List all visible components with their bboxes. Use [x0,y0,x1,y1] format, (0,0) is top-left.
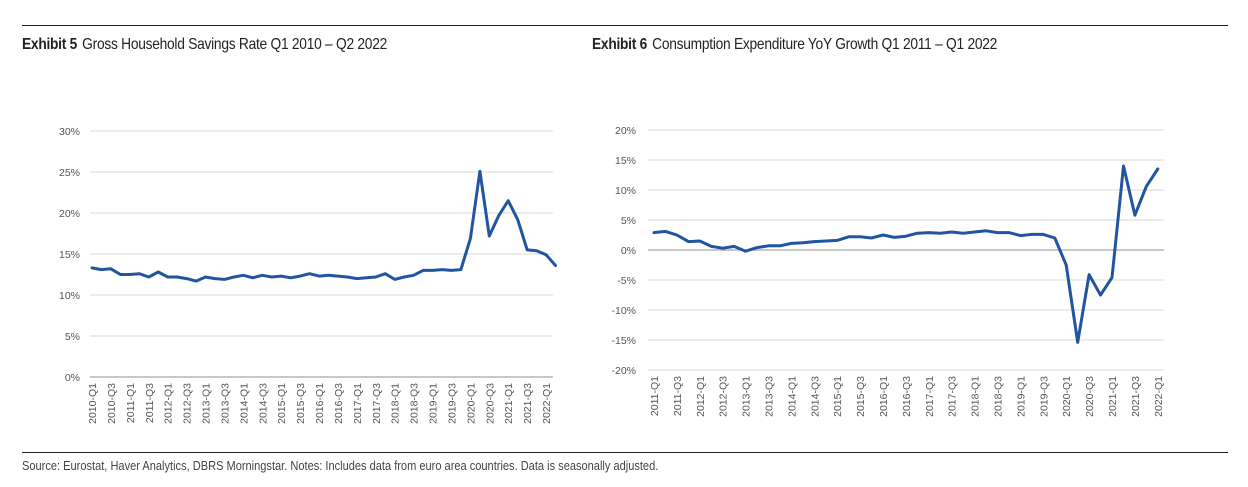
savings-x-tick-label: 2017-Q1 [352,383,364,424]
consumption-x-tick-label: 2021-Q3 [1130,376,1142,417]
consumption-series-line [652,164,1160,344]
consumption-x-tick-label: 2017-Q1 [924,376,936,417]
consumption-y-tick-label: -5% [617,275,636,287]
consumption-x-tick-label: 2014-Q3 [809,376,821,417]
consumption-x-tick-label: 2014-Q1 [786,376,798,417]
savings-x-tick-label: 2013-Q3 [219,383,231,424]
savings-y-tick-label: 20% [59,208,80,220]
consumption-x-tick-label: 2012-Q3 [718,376,730,417]
savings-x-tick-label: 2014-Q1 [238,383,250,424]
savings-x-tick-label: 2015-Q3 [295,383,307,424]
consumption-x-tick-label: 2019-Q3 [1038,376,1050,417]
savings-x-tick-label: 2020-Q1 [465,383,477,424]
savings-x-tick-label: 2015-Q1 [276,383,288,424]
consumption-x-tick-label: 2021-Q1 [1107,376,1119,417]
savings-x-tick-label: 2021-Q3 [522,383,534,424]
consumption-y-tick-label: 10% [615,185,636,197]
savings-x-tick-label: 2020-Q3 [484,383,496,424]
consumption-x-tick-label: 2017-Q3 [947,376,959,417]
savings-x-tick-label: 2012-Q1 [163,383,175,424]
consumption-y-tick-label: -20% [611,365,636,377]
exhibit6-title: Exhibit 6 Consumption Expenditure YoY Gro… [592,36,997,54]
savings-x-tick-label: 2011-Q3 [144,383,156,423]
consumption-x-tick-label: 2016-Q3 [901,376,913,417]
savings-y-tick-label: 10% [59,290,80,302]
consumption-x-tick-label: 2022-Q1 [1153,376,1165,417]
consumption-x-tick-label: 2015-Q1 [832,376,844,417]
consumption-y-tick-label: 20% [615,125,636,137]
consumption-y-tick-label: -15% [611,335,636,347]
savings-x-tick-label: 2011-Q1 [125,383,137,423]
consumption-x-tick-label: 2012-Q1 [695,376,707,417]
savings-x-tick-label: 2010-Q3 [106,383,118,424]
savings-x-tick-label: 2014-Q3 [257,383,269,424]
consumption-x-tick-label: 2011-Q1 [649,376,661,416]
consumption-y-tick-label: 15% [615,155,636,167]
consumption-y-tick-label: -10% [611,305,636,317]
savings-x-tick-label: 2010-Q1 [87,383,99,424]
consumption-x-tick-label: 2018-Q3 [993,376,1005,417]
savings-x-tick-label: 2016-Q3 [333,383,345,424]
savings-x-tick-label: 2016-Q1 [314,383,326,424]
consumption-x-tick-label: 2011-Q3 [672,376,684,416]
savings-x-tick-label: 2013-Q1 [201,383,213,424]
savings-y-tick-label: 30% [59,126,80,138]
consumption-x-tick-label: 2020-Q3 [1084,376,1096,417]
savings-x-tick-label: 2017-Q3 [371,383,383,424]
consumption-x-tick-label: 2018-Q1 [970,376,982,417]
exhibit6-label: Exhibit 6 [592,36,648,53]
consumption-x-tick-label: 2013-Q3 [764,376,776,417]
savings-x-tick-label: 2012-Q3 [182,383,194,424]
exhibit5-title: Exhibit 5 Gross Household Savings Rate Q1… [22,36,387,54]
consumption-x-tick-label: 2013-Q1 [741,376,753,417]
savings-series-line [90,169,557,283]
consumption-y-tick-label: 5% [621,215,636,227]
consumption-y-tick-label: 0% [621,245,636,257]
savings-x-tick-label: 2019-Q3 [446,383,458,424]
bottom-rule [22,452,1228,453]
source-note: Source: Eurostat, Haver Analytics, DBRS … [22,458,659,473]
consumption-x-tick-label: 2020-Q1 [1061,376,1073,417]
savings-x-tick-label: 2018-Q3 [409,383,421,424]
savings-y-tick-label: 25% [59,167,80,179]
exhibit6-title-text: Consumption Expenditure YoY Growth Q1 20… [652,36,998,53]
savings-x-tick-label: 2019-Q1 [428,383,440,424]
consumption-x-tick-label: 2019-Q1 [1015,376,1027,417]
savings-x-tick-label: 2021-Q1 [503,383,515,424]
exhibit5-title-text: Gross Household Savings Rate Q1 2010 – Q… [82,36,388,53]
exhibit5-label: Exhibit 5 [22,36,78,53]
savings-x-tick-label: 2022-Q1 [541,383,553,424]
top-rule [22,25,1228,26]
consumption-x-tick-label: 2015-Q3 [855,376,867,417]
savings-y-tick-label: 15% [59,249,80,261]
savings-x-tick-label: 2018-Q1 [390,383,402,424]
consumption-x-tick-label: 2016-Q1 [878,376,890,417]
savings-y-tick-label: 0% [65,372,80,384]
savings-y-tick-label: 5% [65,331,80,343]
